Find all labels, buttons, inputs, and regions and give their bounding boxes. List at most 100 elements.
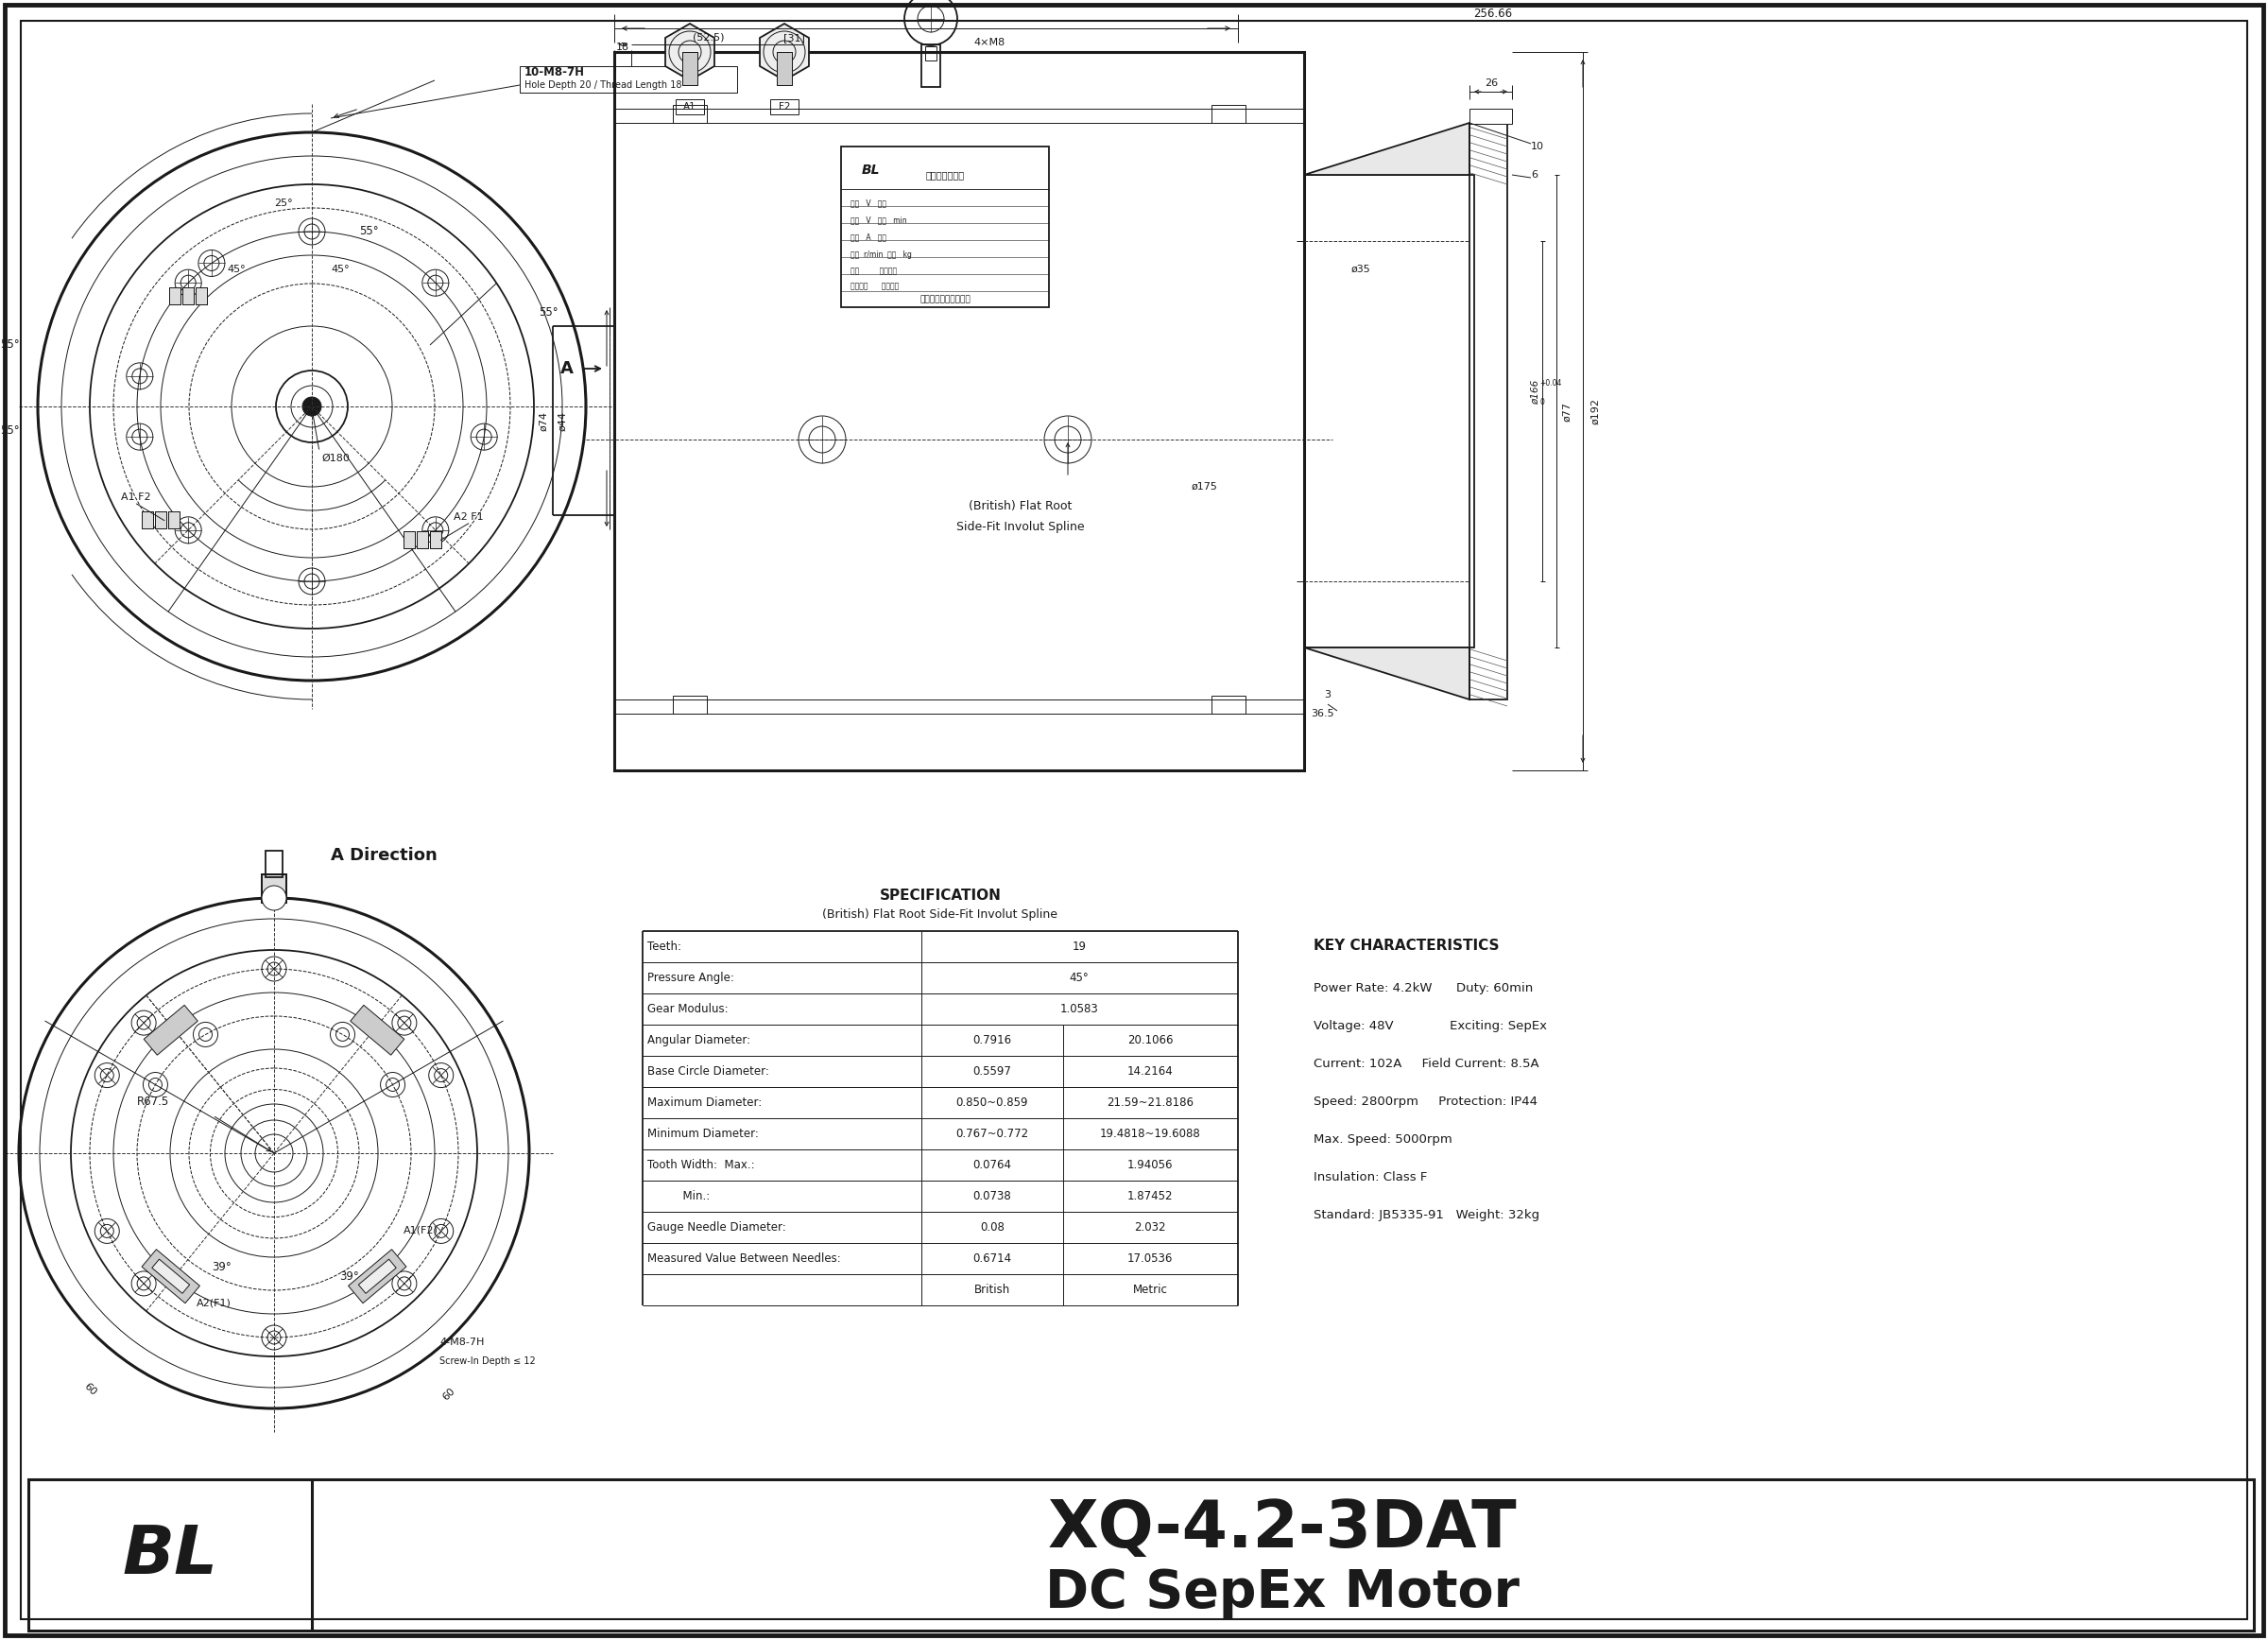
Bar [261, 874, 286, 902]
Text: SPECIFICATION: SPECIFICATION [880, 887, 1000, 902]
Text: 19: 19 [1073, 940, 1086, 953]
Bar [181, 287, 193, 305]
Bar [615, 52, 1304, 771]
Bar [143, 512, 154, 528]
Text: DC SepEx Motor: DC SepEx Motor [1046, 1568, 1520, 1619]
Text: 6: 6 [1531, 171, 1538, 180]
Text: 2.032: 2.032 [1134, 1222, 1166, 1233]
Text: 常州宝罗电机有限公司: 常州宝罗电机有限公司 [919, 295, 971, 303]
Text: 17.0536: 17.0536 [1127, 1253, 1173, 1264]
Text: 39°: 39° [213, 1261, 231, 1273]
Bar [1470, 108, 1513, 125]
Text: 20.1066: 20.1066 [1127, 1035, 1173, 1046]
Bar [771, 100, 798, 115]
Text: Screw-In Depth ≤ 12: Screw-In Depth ≤ 12 [440, 1356, 535, 1366]
Polygon shape [358, 1260, 397, 1294]
Text: 60: 60 [82, 1381, 98, 1397]
Polygon shape [1304, 648, 1470, 700]
Text: ø77: ø77 [1563, 402, 1572, 421]
Text: (British) Flat Root Side-Fit Involut Spline: (British) Flat Root Side-Fit Involut Spl… [823, 909, 1057, 920]
Text: R67.5: R67.5 [136, 1096, 170, 1107]
Bar [431, 531, 442, 548]
Bar [417, 531, 429, 548]
Bar [195, 287, 206, 305]
Bar [1211, 695, 1245, 713]
Bar [519, 66, 737, 92]
Bar [261, 874, 286, 902]
Text: 0.7916: 0.7916 [973, 1035, 1012, 1046]
Bar [170, 287, 181, 305]
Text: ø44: ø44 [558, 410, 567, 431]
Bar [676, 100, 703, 115]
Polygon shape [349, 1250, 406, 1304]
Bar [168, 512, 179, 528]
Text: 绝缘         出品编号: 绝缘 出品编号 [850, 267, 896, 276]
Text: 55°: 55° [358, 225, 379, 238]
Bar [181, 287, 193, 305]
Text: Metric: Metric [1132, 1284, 1168, 1296]
Text: Min.:: Min.: [646, 1191, 710, 1202]
Text: 直流牵引电动机: 直流牵引电动机 [925, 171, 964, 180]
Text: XQ-4.2-3DAT: XQ-4.2-3DAT [1048, 1497, 1517, 1560]
Text: A1: A1 [683, 102, 696, 112]
Text: Angular Diameter:: Angular Diameter: [646, 1035, 751, 1046]
Text: 0.5597: 0.5597 [973, 1066, 1012, 1077]
Bar [674, 105, 708, 123]
Bar [683, 52, 699, 85]
Bar [925, 46, 937, 61]
Text: A Direction: A Direction [331, 846, 438, 864]
Text: 转速  r/min  重量   kg: 转速 r/min 重量 kg [850, 249, 912, 259]
Text: 21.59~21.8186: 21.59~21.8186 [1107, 1097, 1193, 1109]
Polygon shape [665, 23, 714, 80]
Text: 14.2164: 14.2164 [1127, 1066, 1173, 1077]
Text: BL: BL [862, 164, 880, 177]
Bar [170, 287, 181, 305]
Text: 1.0583: 1.0583 [1059, 1004, 1098, 1015]
Text: Max. Speed: 5000rpm: Max. Speed: 5000rpm [1313, 1133, 1452, 1145]
Bar [1470, 123, 1508, 700]
Text: ø166: ø166 [1531, 380, 1540, 405]
Text: Maximum Diameter:: Maximum Diameter: [646, 1097, 762, 1109]
Text: Ø180: Ø180 [322, 454, 349, 462]
Polygon shape [143, 1250, 200, 1304]
Text: KEY CHARACTERISTICS: KEY CHARACTERISTICS [1313, 938, 1499, 953]
Polygon shape [760, 23, 810, 80]
Bar [683, 52, 699, 85]
Bar [154, 512, 166, 528]
Text: A: A [560, 361, 574, 377]
Text: Minimum Diameter:: Minimum Diameter: [646, 1128, 760, 1140]
Text: 36.5: 36.5 [1311, 708, 1334, 718]
Text: 0.767~0.772: 0.767~0.772 [955, 1128, 1030, 1140]
Text: 10-M8-7H: 10-M8-7H [524, 67, 585, 79]
Text: Speed: 2800rpm     Protection: IP44: Speed: 2800rpm Protection: IP44 [1313, 1096, 1538, 1107]
Bar [143, 512, 154, 528]
Bar [921, 44, 941, 87]
Text: British: British [975, 1284, 1009, 1296]
Text: 电流   A   磁场: 电流 A 磁场 [850, 233, 887, 241]
Bar [404, 531, 415, 548]
Text: Standard: JB5335-91   Weight: 32kg: Standard: JB5335-91 Weight: 32kg [1313, 1209, 1540, 1220]
Text: Hole Depth 20 / Thread Length 18: Hole Depth 20 / Thread Length 18 [524, 80, 683, 90]
Text: ø192: ø192 [1590, 399, 1599, 425]
Text: 0.0738: 0.0738 [973, 1191, 1012, 1202]
Text: 10: 10 [1531, 141, 1545, 151]
Text: 256.66: 256.66 [1474, 8, 1513, 20]
Text: [31]: [31] [782, 33, 805, 43]
Text: 19.4818~19.6088: 19.4818~19.6088 [1100, 1128, 1200, 1140]
Bar [265, 851, 284, 877]
Bar [776, 52, 792, 85]
Bar [195, 287, 206, 305]
Text: +0.04: +0.04 [1540, 379, 1560, 387]
Text: (British) Flat Root: (British) Flat Root [968, 500, 1073, 512]
Text: Current: 102A     Field Current: 8.5A: Current: 102A Field Current: 8.5A [1313, 1058, 1540, 1069]
Text: Insulation: Class F: Insulation: Class F [1313, 1171, 1427, 1182]
Polygon shape [152, 1260, 191, 1294]
Text: 25°: 25° [274, 198, 293, 208]
Circle shape [261, 886, 286, 910]
Text: Gauge Needle Diameter:: Gauge Needle Diameter: [646, 1222, 787, 1233]
Text: 电压   V   定额   min: 电压 V 定额 min [850, 216, 907, 225]
Text: A2(F1): A2(F1) [197, 1299, 231, 1309]
Bar [674, 695, 708, 713]
Text: A1(F2): A1(F2) [404, 1225, 438, 1235]
Text: Voltage: 48V              Exciting: SepEx: Voltage: 48V Exciting: SepEx [1313, 1020, 1547, 1032]
